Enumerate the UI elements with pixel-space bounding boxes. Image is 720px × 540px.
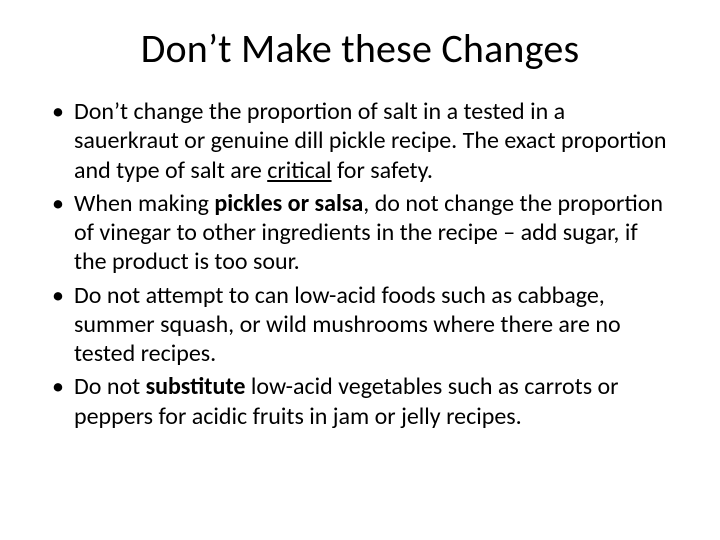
slide-title: Don’t Make these Changes — [40, 24, 680, 73]
underlined-text: critical — [267, 156, 331, 185]
list-item: Do not attempt to can low-acid foods suc… — [48, 281, 672, 369]
bullet-text: Do not attempt to can low-acid foods suc… — [74, 281, 621, 369]
list-item: Don’t change the proportion of salt in a… — [48, 97, 672, 185]
bullet-text: for safety. — [332, 156, 433, 185]
bullet-text: Do not — [74, 372, 146, 401]
slide: Don’t Make these Changes Don’t change th… — [0, 0, 720, 540]
list-item: Do not substitute low-acid vegetables su… — [48, 372, 672, 431]
bullet-list: Don’t change the proportion of salt in a… — [40, 97, 680, 431]
bullet-text: When making — [74, 189, 214, 218]
bold-text: substitute — [146, 372, 246, 401]
bold-text: pickles or salsa — [214, 189, 363, 218]
list-item: When making pickles or salsa, do not cha… — [48, 189, 672, 277]
